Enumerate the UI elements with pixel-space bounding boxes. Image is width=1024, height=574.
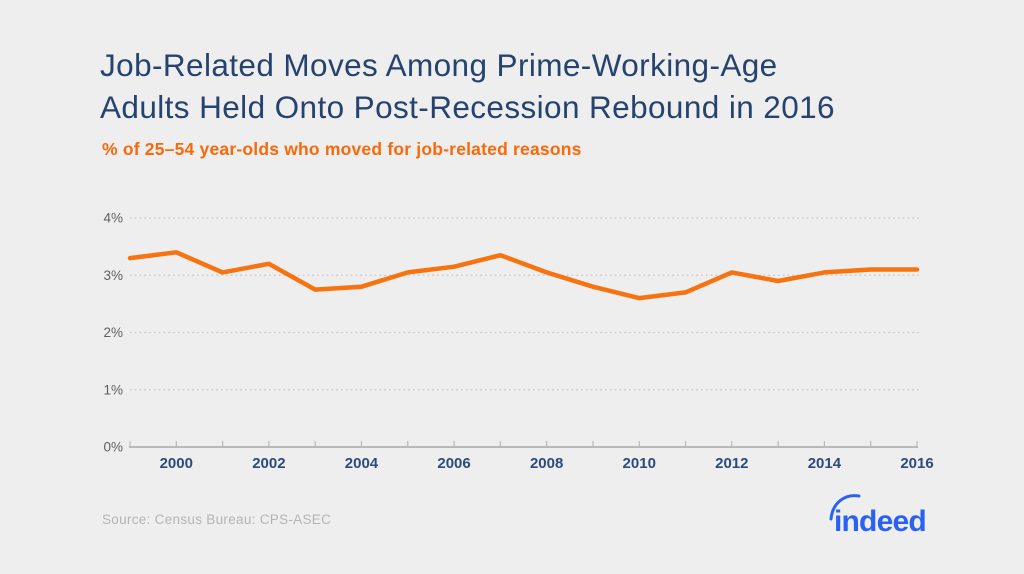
y-axis-tick-label: 3%: [103, 268, 123, 283]
x-axis-tick-label: 2000: [160, 455, 193, 472]
x-axis-tick-label: 2002: [252, 455, 285, 472]
x-axis-tick-label: 2012: [715, 455, 748, 472]
indeed-logo: indeed: [829, 494, 927, 538]
chart-title-line1: Job-Related Moves Among Prime-Working-Ag…: [100, 47, 778, 83]
y-axis-tick-label: 1%: [103, 382, 123, 397]
chart-subtitle: % of 25–54 year-olds who moved for job-r…: [102, 139, 582, 159]
logo-text: indeed: [834, 505, 926, 538]
logo-swoosh-icon: [829, 494, 861, 521]
chart-title: Job-Related Moves Among Prime-Working-Ag…: [100, 44, 835, 128]
chart-title-line2: Adults Held Onto Post-Recession Rebound …: [100, 89, 835, 125]
x-axis-tick-label: 2006: [437, 455, 470, 472]
y-axis-tick-label: 2%: [103, 325, 123, 340]
source-note: Source: Census Bureau: CPS-ASEC: [102, 512, 332, 527]
x-axis-tick-label: 2008: [530, 455, 563, 472]
x-axis-tick-label: 2016: [900, 455, 933, 472]
data-line: [127, 250, 920, 301]
y-axis-tick-label: 4%: [103, 211, 123, 226]
x-axis-tick-label: 2010: [623, 455, 656, 472]
x-axis-tick-label: 2014: [808, 455, 842, 472]
x-axis-tick-label: 2004: [345, 455, 379, 472]
y-axis-tick-label: 0%: [103, 440, 123, 455]
